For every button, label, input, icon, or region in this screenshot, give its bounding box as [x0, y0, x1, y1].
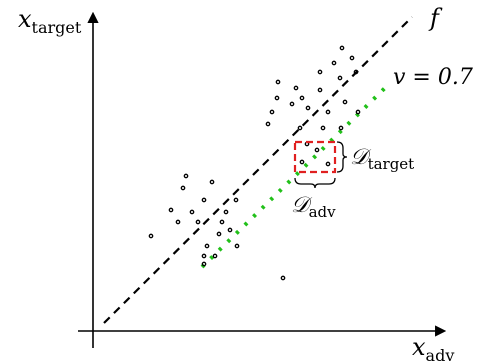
- scatter-point: [289, 101, 295, 107]
- scatter-point: [180, 185, 186, 191]
- scatter-point: [317, 87, 323, 93]
- d-adv-brace: [294, 177, 336, 189]
- f-label: f: [428, 4, 443, 32]
- scatter-point: [342, 99, 348, 105]
- scatter-point: [353, 69, 359, 75]
- scatter-point: [275, 79, 281, 85]
- scatter-point: [349, 55, 355, 61]
- x-axis-label: xadv: [412, 333, 454, 362]
- scatter-point: [234, 243, 240, 249]
- scatter-point: [183, 173, 189, 179]
- v-line: [200, 83, 390, 269]
- scatter-point: [305, 105, 311, 111]
- scatter-point: [216, 231, 222, 237]
- scatter-point: [280, 275, 286, 281]
- scatter-point: [274, 95, 280, 101]
- scatter-point: [293, 85, 299, 91]
- scatter-point: [355, 109, 361, 115]
- scatter-point: [320, 125, 326, 131]
- scatter-point: [297, 125, 303, 131]
- y-axis-label: xtarget: [18, 5, 82, 37]
- scatter-point: [201, 261, 207, 267]
- scatter-point: [219, 219, 225, 225]
- scatter-point: [175, 219, 181, 225]
- scatter-point: [317, 69, 323, 75]
- scatter-point: [227, 227, 233, 233]
- v-label: v = 0.7: [393, 65, 473, 90]
- highlight-box: [293, 140, 337, 174]
- f-line: [103, 16, 413, 324]
- scatter-point: [325, 109, 331, 115]
- scatter-point: [265, 121, 271, 127]
- scatter-points: [148, 45, 361, 281]
- d-target-label: 𝒟target: [350, 145, 414, 173]
- scatter-point: [339, 45, 345, 51]
- scatter-point: [209, 179, 215, 185]
- scatter-point: [168, 207, 174, 213]
- d-adv-label: 𝒟adv: [291, 193, 336, 221]
- scatter-point: [223, 209, 229, 215]
- scatter-point: [212, 253, 218, 259]
- scatter-point: [201, 253, 207, 259]
- scatter-point: [195, 219, 201, 225]
- scatter-point: [201, 197, 207, 203]
- scatter-point: [148, 233, 154, 239]
- scatter-point: [338, 125, 344, 131]
- scatter-point: [204, 243, 210, 249]
- scatter-point: [337, 75, 343, 81]
- scatter-point: [325, 161, 331, 167]
- scatter-point: [299, 159, 305, 165]
- scatter-point: [331, 60, 337, 66]
- scatter-point: [189, 209, 195, 215]
- scatter-point: [299, 95, 305, 101]
- scatter-point: [269, 109, 275, 115]
- d-target-brace: [336, 141, 348, 173]
- scatter-point: [314, 147, 320, 153]
- scatter-point: [233, 197, 239, 203]
